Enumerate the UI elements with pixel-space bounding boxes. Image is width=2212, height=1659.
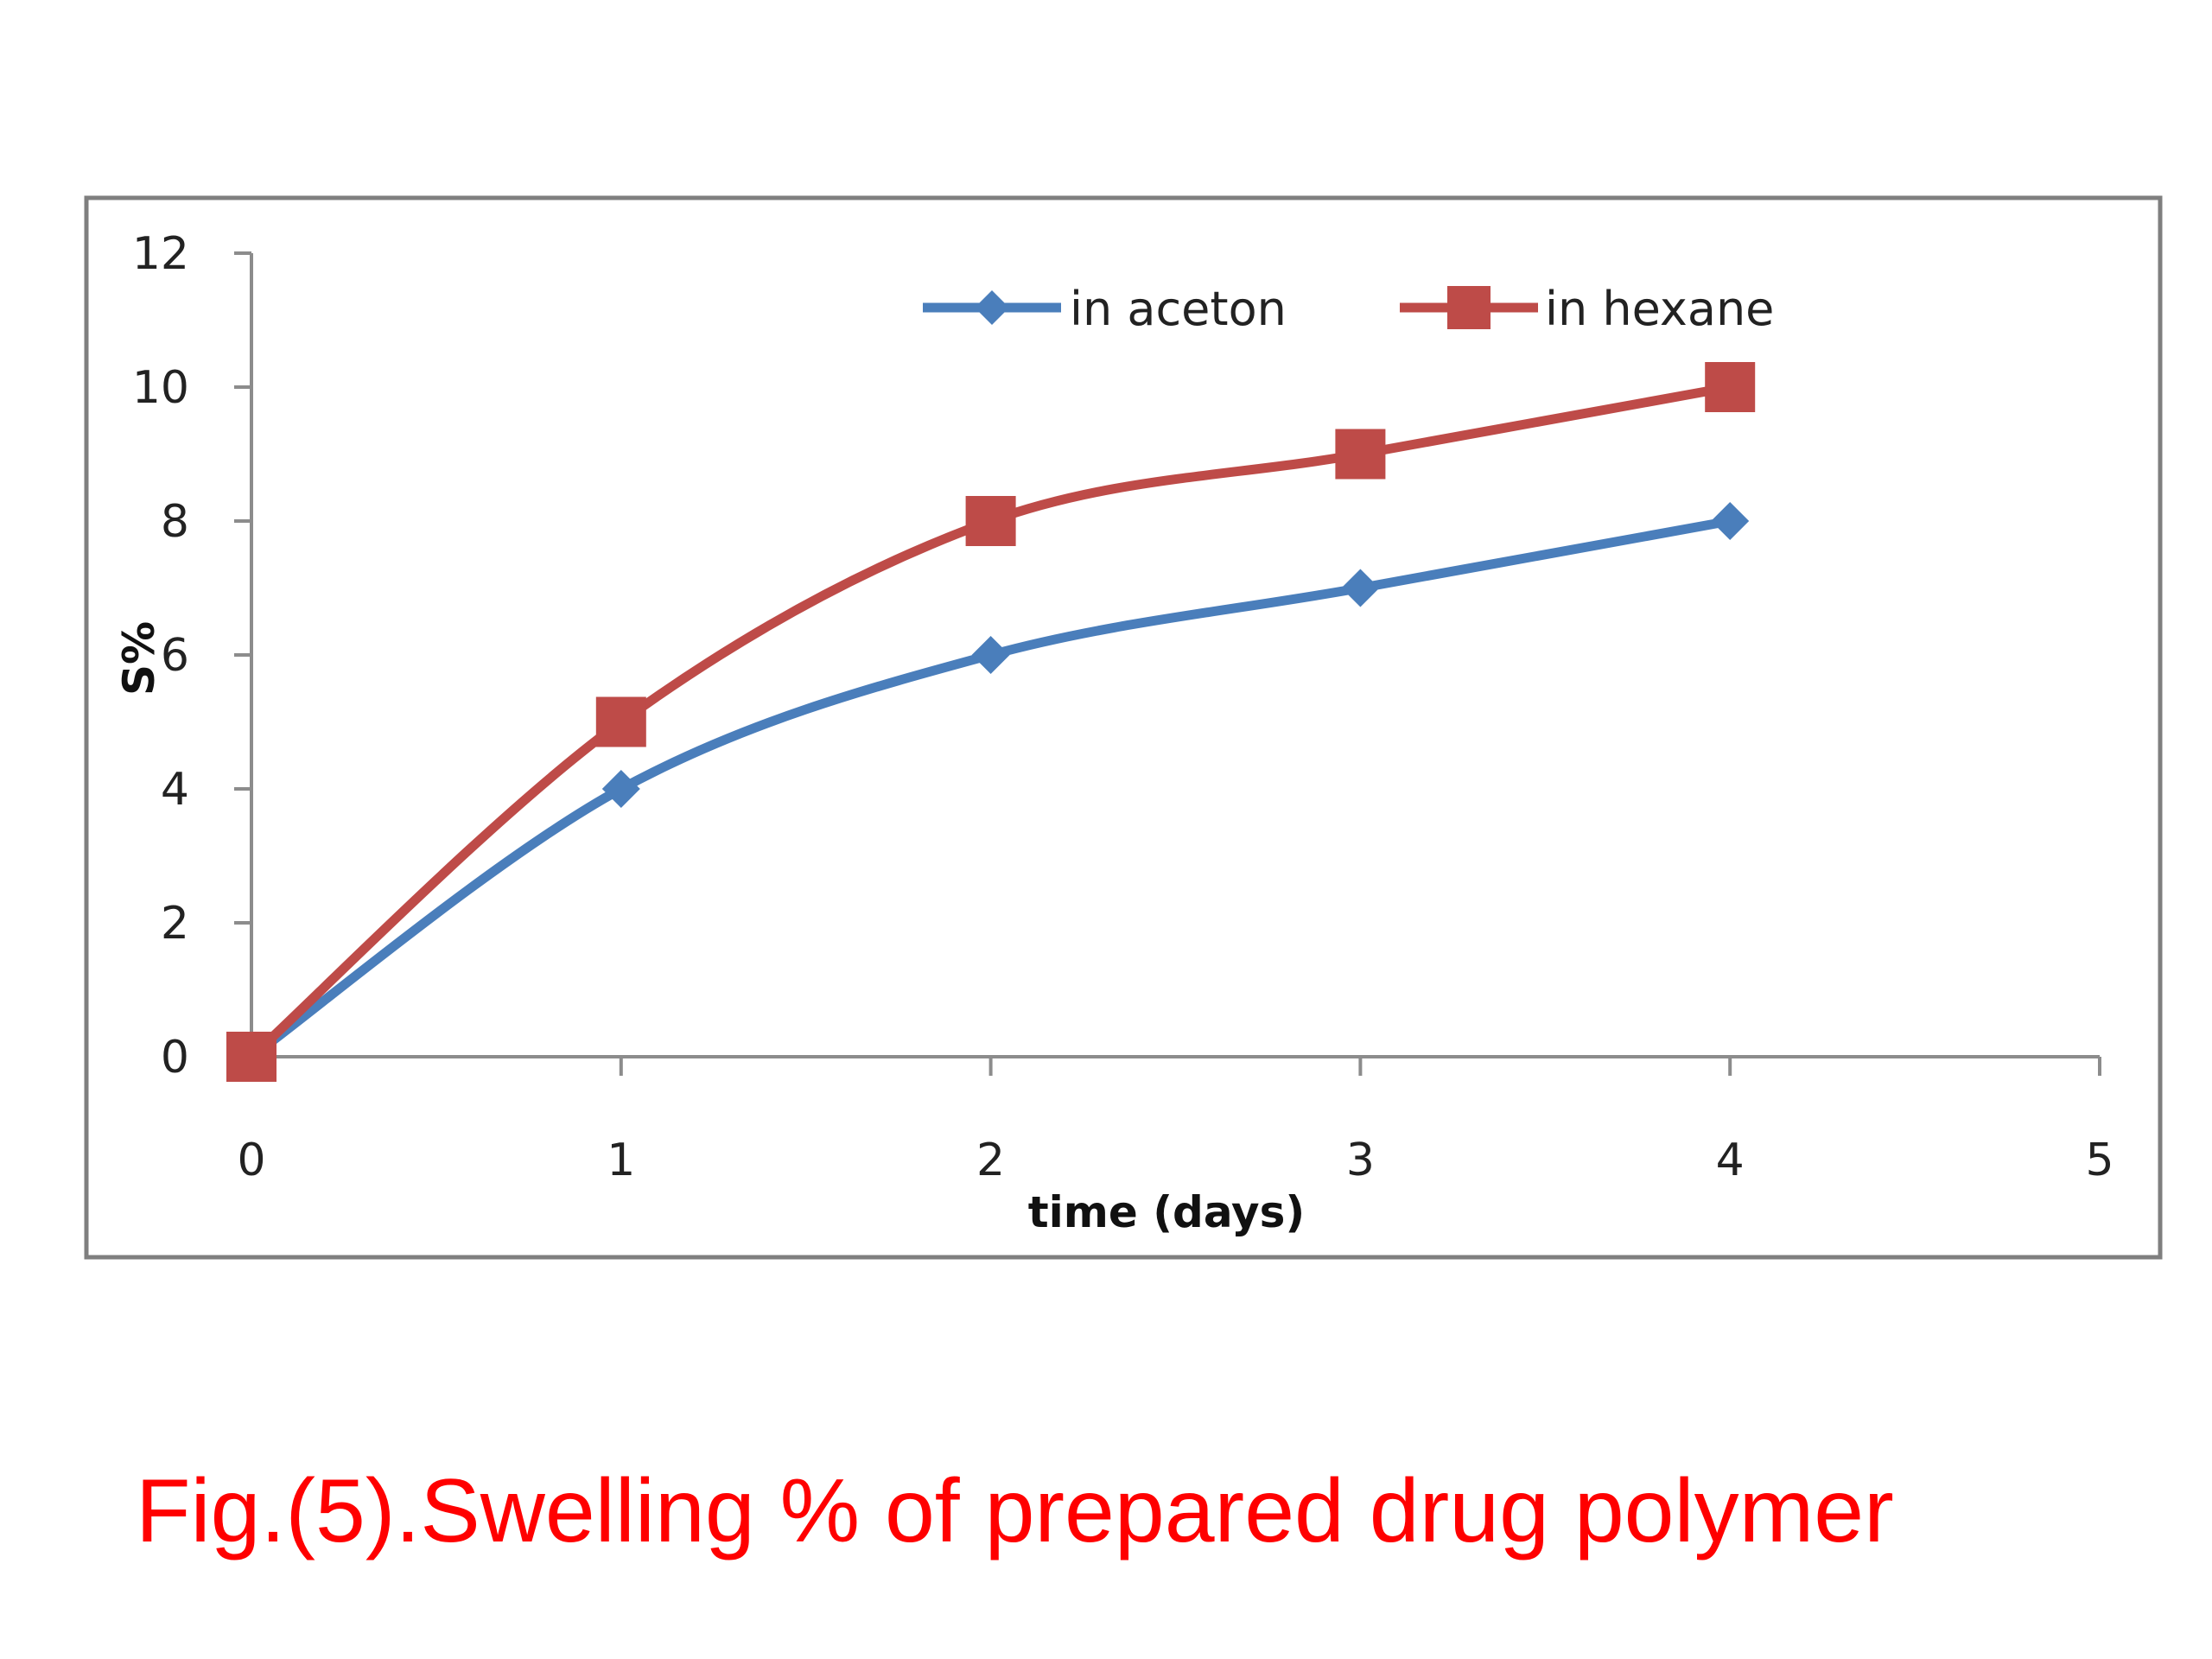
x-tick-label: 0 [237, 1135, 265, 1186]
series-hexane [226, 362, 1756, 1082]
data-point [1335, 429, 1386, 480]
series-line [248, 516, 1732, 1061]
data-point [1711, 502, 1750, 540]
legend: in aceton in hexane [923, 282, 1774, 336]
y-tick-label: 2 [161, 898, 189, 950]
series-line [248, 382, 1732, 1061]
data-point [1341, 569, 1380, 607]
x-tick-label: 3 [1346, 1135, 1375, 1186]
x-axis-title: time (days) [1028, 1187, 1306, 1237]
y-tick-label: 8 [161, 496, 189, 548]
data-point [226, 1032, 276, 1082]
x-tick-label: 5 [2085, 1135, 2113, 1186]
series-layer [226, 362, 1756, 1082]
legend-label: in hexane [1545, 282, 1774, 336]
y-tick-label: 10 [132, 362, 189, 414]
y-tick-label: 0 [161, 1032, 189, 1084]
legend-item: in hexane [1400, 282, 1774, 336]
legend-marker [975, 290, 1009, 325]
legend-label: in aceton [1070, 282, 1287, 336]
chart-frame [84, 195, 2163, 1260]
legend-item: in aceton [923, 282, 1287, 336]
data-point [971, 636, 1010, 674]
y-tick-label: 6 [161, 630, 189, 682]
y-tick-label: 4 [161, 764, 189, 816]
y-tick-label: 12 [132, 228, 189, 280]
x-tick-label: 1 [607, 1135, 635, 1186]
data-point [965, 496, 1016, 546]
legend-marker [1447, 286, 1491, 329]
data-point [601, 770, 640, 808]
x-tick-label: 4 [1716, 1135, 1745, 1186]
x-tick-label: 2 [976, 1135, 1005, 1186]
figure-caption: Fig.(5).Swelling % of prepared drug poly… [136, 1461, 1894, 1561]
y-axis-title: S% [114, 621, 164, 696]
data-point [595, 696, 646, 747]
data-point [1705, 362, 1756, 412]
